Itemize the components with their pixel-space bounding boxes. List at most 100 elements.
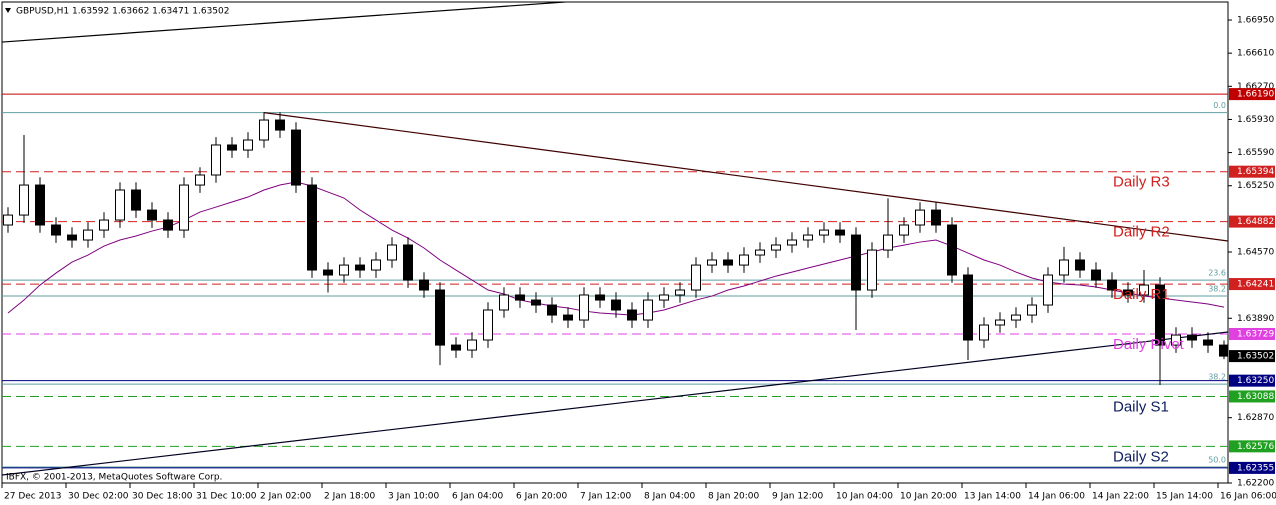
y-tick-label: 1.65930	[1237, 115, 1274, 125]
candle-body	[515, 294, 525, 301]
candle-body	[275, 119, 285, 131]
y-tick-label: 1.66270	[1237, 82, 1274, 92]
candle-body	[579, 294, 589, 321]
fib-label: 50.0	[1208, 456, 1226, 465]
y-tick-label: 1.62200	[1237, 479, 1274, 489]
candle-body	[867, 249, 877, 291]
candle-body	[723, 259, 733, 266]
candle-body	[979, 324, 989, 341]
candle-body	[707, 259, 717, 266]
price-box	[1229, 350, 1275, 363]
candle-body	[435, 289, 445, 346]
candle-body	[371, 259, 381, 271]
candle-body	[851, 234, 861, 291]
candle-body	[787, 239, 797, 246]
candle-body	[403, 244, 413, 281]
candle-body	[563, 314, 573, 321]
fib-label: 23.6	[1208, 269, 1226, 278]
candle-body	[595, 294, 605, 301]
x-tick-label: 6 Jan 20:00	[516, 492, 568, 502]
level-name: Daily S1	[1113, 398, 1169, 415]
level-name: Daily R3	[1113, 174, 1170, 191]
candle-body	[307, 184, 317, 271]
price-box-label: 1.63502	[1237, 352, 1274, 362]
candle-body	[883, 234, 893, 251]
level-name: Daily Pivot	[1113, 336, 1185, 353]
price-box	[1229, 390, 1275, 403]
fib-label: 38.2	[1208, 285, 1226, 294]
price-box	[1229, 374, 1275, 387]
y-tick-label: 1.66610	[1237, 49, 1274, 59]
y-tick-label: 1.64570	[1237, 248, 1274, 258]
candle-body	[803, 234, 813, 241]
x-tick-label: 9 Jan 12:00	[772, 492, 824, 502]
candle-body	[355, 264, 365, 271]
candle-body	[531, 299, 541, 306]
candle-body	[195, 174, 205, 186]
candle-body	[83, 229, 93, 241]
x-tick-label: 15 Jan 14:00	[1156, 492, 1213, 502]
chart-title: GBPUSD,H1 1.63592 1.63662 1.63471 1.6350…	[16, 7, 229, 17]
symbol-icon	[5, 8, 11, 13]
candle-body	[691, 264, 701, 291]
price-box	[1229, 440, 1275, 453]
candle-body	[3, 214, 13, 226]
price-box-label: 1.64241	[1237, 280, 1274, 290]
candle-body	[67, 234, 77, 241]
trend-line	[263, 112, 1228, 242]
y-tick-label: 1.63890	[1237, 314, 1274, 324]
candle-body	[547, 304, 557, 316]
x-tick-label: 7 Jan 12:00	[580, 492, 632, 502]
candle-body	[99, 219, 109, 231]
candle-body	[1203, 339, 1213, 346]
candle-body	[1107, 279, 1117, 291]
candle-body	[163, 219, 173, 231]
price-box	[1229, 165, 1275, 178]
x-tick-label: 14 Jan 22:00	[1092, 492, 1149, 502]
price-box	[1229, 215, 1275, 228]
price-box-label: 1.63729	[1237, 329, 1274, 339]
candle-body	[387, 244, 397, 261]
fib-label: 0.0	[1213, 101, 1226, 110]
x-tick-label: 2 Jan 02:00	[260, 492, 312, 502]
price-box-label: 1.63250	[1237, 376, 1274, 386]
x-tick-label: 10 Jan 04:00	[836, 492, 893, 502]
price-box-label: 1.62355	[1237, 463, 1274, 473]
candle-body	[835, 229, 845, 236]
x-tick-label: 3 Jan 10:00	[388, 492, 440, 502]
price-box	[1229, 278, 1275, 291]
candle-body	[947, 224, 957, 276]
x-tick-label: 13 Jan 14:00	[964, 492, 1021, 502]
candle-body	[659, 294, 669, 301]
candle-body	[179, 184, 189, 231]
candle-body	[35, 184, 45, 226]
x-tick-label: 2 Jan 18:00	[324, 492, 376, 502]
y-tick-label: 1.65590	[1237, 148, 1274, 158]
x-tick-label: 6 Jan 04:00	[452, 492, 504, 502]
price-box-label: 1.62576	[1237, 442, 1274, 452]
candle-body	[915, 209, 925, 226]
candle-body	[1155, 284, 1165, 346]
candle-body	[931, 209, 941, 226]
price-box-label: 1.64882	[1237, 217, 1274, 227]
candle-body	[739, 254, 749, 266]
candle-body	[899, 224, 909, 236]
candle-body	[323, 269, 333, 276]
plot-frame	[1, 1, 1229, 484]
x-tick-label: 8 Jan 04:00	[644, 492, 696, 502]
price-box-label: 1.66190	[1237, 90, 1274, 100]
level-name: Daily R1	[1113, 286, 1170, 303]
candle-body	[819, 229, 829, 236]
candle-body	[259, 119, 269, 141]
candle-body	[675, 289, 685, 296]
price-box-label: 1.65394	[1237, 167, 1274, 177]
candle-body	[211, 144, 221, 176]
candle-body	[1011, 314, 1021, 321]
price-box	[1229, 461, 1275, 474]
candle-body	[1059, 259, 1069, 276]
candle-body	[1043, 274, 1053, 306]
x-tick-label: 30 Dec 02:00	[68, 492, 129, 502]
x-tick-label: 30 Dec 18:00	[132, 492, 193, 502]
